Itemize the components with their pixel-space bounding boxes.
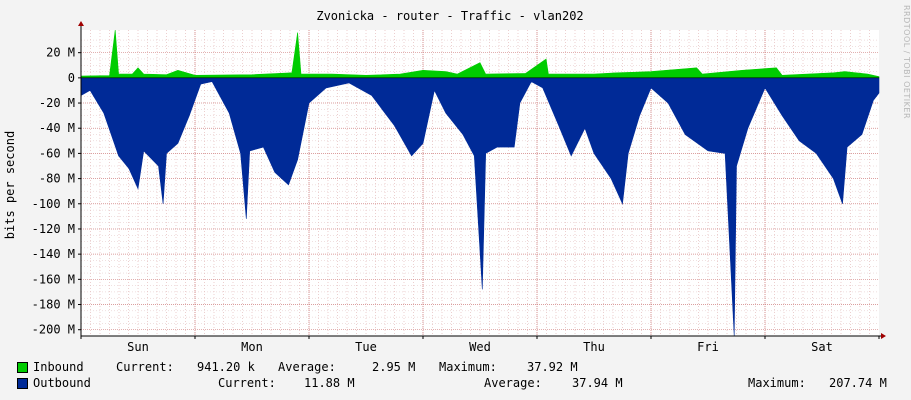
legend-inbound-average: 2.95 M (372, 360, 416, 374)
legend-outbound-average: 37.94 M (572, 376, 623, 390)
series-inbound-area (80, 29, 880, 79)
y-tick-label: 0 (68, 71, 75, 85)
y-tick-label: -20 M (39, 96, 75, 110)
x-axis-arrow (881, 333, 886, 339)
legend-outbound-maximum-label: Maximum: (748, 376, 806, 390)
legend-inbound-maximum: 37.92 M (527, 360, 578, 374)
plot-area: 20 M 0 -20 M -40 M -60 M -80 M -100 M -120 M -14… (32, 21, 886, 354)
legend-inbound-average-label: Average: (278, 360, 336, 374)
y-tick-label: -180 M (32, 298, 75, 312)
x-tick-label: Wed (469, 340, 491, 354)
y-tick-label: -100 M (32, 197, 75, 211)
y-axis-label: bits per second (3, 131, 17, 239)
x-tick-label: Mon (241, 340, 263, 354)
y-tick-label: -40 M (39, 121, 75, 135)
legend-swatch-outbound (17, 378, 28, 389)
legend-inbound-current: 941.20 k (197, 360, 255, 374)
legend-outbound-current: 11.88 M (304, 376, 355, 390)
legend-swatch-inbound (17, 362, 28, 373)
rrdtool-watermark: RRDTOOL / TOBI OETIKER (902, 5, 911, 119)
legend-outbound-current-label: Current: (218, 376, 276, 390)
y-tick-label: -120 M (32, 222, 75, 236)
x-tick-label: Sat (811, 340, 833, 354)
series-outbound-area (80, 77, 880, 337)
legend-outbound-average-label: Average: (484, 376, 542, 390)
x-tick-label: Sun (127, 340, 149, 354)
x-tick-label: Fri (697, 340, 719, 354)
y-axis-arrow (78, 21, 84, 26)
y-tick-label: -80 M (39, 172, 75, 186)
y-tick-label: -160 M (32, 272, 75, 286)
y-tick-label: -140 M (32, 247, 75, 261)
x-tick-label: Thu (583, 340, 605, 354)
x-tick-label: Tue (355, 340, 377, 354)
legend-outbound-maximum: 207.74 M (829, 376, 887, 390)
y-tick-label: 20 M (46, 46, 75, 60)
y-tick-label: -60 M (39, 146, 75, 160)
legend-inbound-current-label: Current: (116, 360, 174, 374)
y-tick-label: -200 M (32, 323, 75, 337)
chart-title: Zvonicka - router - Traffic - vlan202 (316, 9, 583, 23)
legend-inbound-maximum-label: Maximum: (439, 360, 497, 374)
legend-inbound-name: Inbound (33, 360, 84, 374)
legend-outbound-name: Outbound (33, 376, 91, 390)
